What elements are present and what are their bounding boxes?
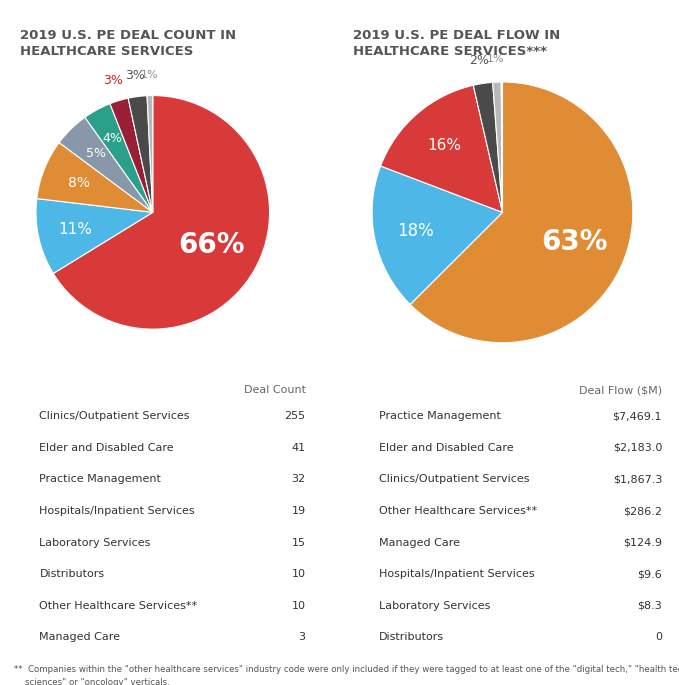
Text: 1%: 1% bbox=[141, 70, 158, 79]
Text: Hospitals/Inpatient Services: Hospitals/Inpatient Services bbox=[39, 506, 195, 516]
Text: 15: 15 bbox=[291, 538, 306, 547]
Wedge shape bbox=[85, 103, 153, 212]
Text: 11%: 11% bbox=[58, 222, 92, 237]
Text: 0: 0 bbox=[655, 632, 662, 642]
Text: $8.3: $8.3 bbox=[638, 601, 662, 610]
Text: Practice Management: Practice Management bbox=[39, 475, 161, 484]
Wedge shape bbox=[128, 96, 153, 212]
Text: 18%: 18% bbox=[397, 222, 434, 240]
Text: $286.2: $286.2 bbox=[623, 506, 662, 516]
Text: 41: 41 bbox=[291, 443, 306, 453]
Wedge shape bbox=[381, 86, 502, 212]
Text: Deal Count: Deal Count bbox=[244, 385, 306, 395]
Text: Laboratory Services: Laboratory Services bbox=[379, 601, 490, 610]
Text: Other Healthcare Services**: Other Healthcare Services** bbox=[39, 601, 198, 610]
Text: $9.6: $9.6 bbox=[638, 569, 662, 579]
Text: 3%: 3% bbox=[125, 69, 145, 82]
Text: Managed Care: Managed Care bbox=[39, 632, 120, 642]
Wedge shape bbox=[372, 166, 502, 304]
Text: 19: 19 bbox=[291, 506, 306, 516]
Text: Practice Management: Practice Management bbox=[379, 412, 500, 421]
Wedge shape bbox=[473, 82, 502, 212]
Text: 2%: 2% bbox=[469, 53, 490, 66]
Text: 63%: 63% bbox=[541, 228, 608, 256]
Text: Elder and Disabled Care: Elder and Disabled Care bbox=[379, 443, 513, 453]
Text: 5%: 5% bbox=[86, 147, 105, 160]
Wedge shape bbox=[53, 96, 270, 329]
Text: Clinics/Outpatient Services: Clinics/Outpatient Services bbox=[39, 412, 190, 421]
Wedge shape bbox=[147, 96, 153, 212]
Text: 10: 10 bbox=[291, 601, 306, 610]
Text: Distributors: Distributors bbox=[379, 632, 444, 642]
Text: 8%: 8% bbox=[68, 176, 90, 190]
Text: Other Healthcare Services**: Other Healthcare Services** bbox=[379, 506, 537, 516]
Wedge shape bbox=[110, 98, 153, 212]
Text: Elder and Disabled Care: Elder and Disabled Care bbox=[39, 443, 174, 453]
Wedge shape bbox=[410, 82, 633, 342]
Text: 2019 U.S. PE DEAL COUNT IN
HEALTHCARE SERVICES: 2019 U.S. PE DEAL COUNT IN HEALTHCARE SE… bbox=[20, 29, 236, 58]
Text: $2,183.0: $2,183.0 bbox=[612, 443, 662, 453]
Text: $124.9: $124.9 bbox=[623, 538, 662, 547]
Text: Hospitals/Inpatient Services: Hospitals/Inpatient Services bbox=[379, 569, 534, 579]
Text: 1%: 1% bbox=[487, 53, 504, 64]
Text: **  Companies within the "other healthcare services" industry code were only inc: ** Companies within the "other healthcar… bbox=[14, 665, 679, 685]
Text: Clinics/Outpatient Services: Clinics/Outpatient Services bbox=[379, 475, 530, 484]
Text: 16%: 16% bbox=[427, 138, 461, 153]
Text: 3%: 3% bbox=[103, 74, 123, 87]
Text: 255: 255 bbox=[285, 412, 306, 421]
Text: 10: 10 bbox=[291, 569, 306, 579]
Text: Distributors: Distributors bbox=[39, 569, 105, 579]
Text: $1,867.3: $1,867.3 bbox=[612, 475, 662, 484]
Wedge shape bbox=[36, 199, 153, 273]
Wedge shape bbox=[501, 82, 502, 212]
Text: $7,469.1: $7,469.1 bbox=[612, 412, 662, 421]
Text: Laboratory Services: Laboratory Services bbox=[39, 538, 151, 547]
Text: 3: 3 bbox=[299, 632, 306, 642]
Text: 4%: 4% bbox=[103, 132, 123, 145]
Text: Managed Care: Managed Care bbox=[379, 538, 460, 547]
Wedge shape bbox=[59, 117, 153, 212]
Text: Deal Flow ($M): Deal Flow ($M) bbox=[579, 385, 662, 395]
Text: 66%: 66% bbox=[179, 232, 245, 260]
Wedge shape bbox=[493, 82, 502, 212]
Wedge shape bbox=[37, 142, 153, 212]
Text: 2019 U.S. PE DEAL FLOW IN
HEALTHCARE SERVICES***: 2019 U.S. PE DEAL FLOW IN HEALTHCARE SER… bbox=[353, 29, 560, 58]
Text: 32: 32 bbox=[291, 475, 306, 484]
